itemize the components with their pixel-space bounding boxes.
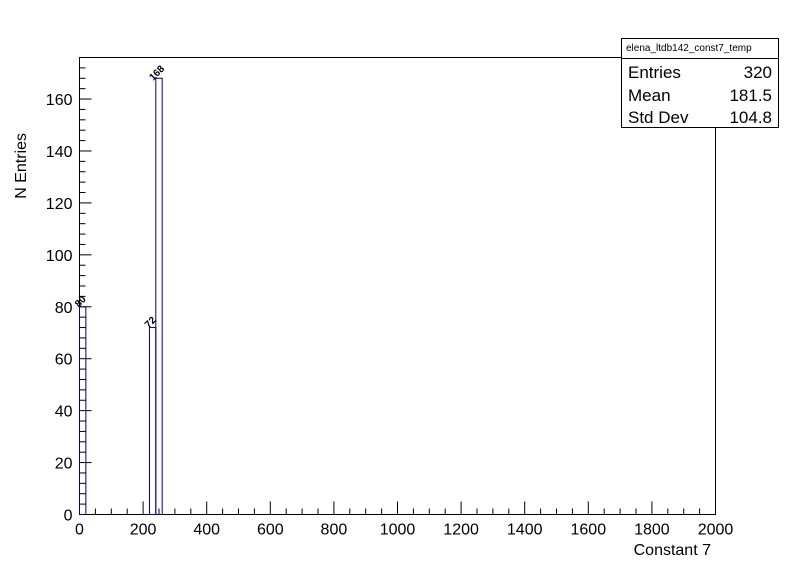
y-tick-label: 120 xyxy=(46,196,73,213)
histogram-bar xyxy=(79,306,87,516)
x-tick-label: 1400 xyxy=(507,522,543,539)
y-tick-label: 160 xyxy=(46,92,73,109)
stats-stddev-label: Std Dev xyxy=(628,108,689,127)
x-tick-label: 400 xyxy=(193,522,220,539)
stats-row-entries: Entries 320 xyxy=(628,61,772,84)
stats-row-mean: Mean 181.5 xyxy=(628,84,772,107)
x-tick-label: 2000 xyxy=(698,522,734,539)
stats-mean-value: 181.5 xyxy=(729,86,772,105)
stats-entries-value: 320 xyxy=(743,63,772,82)
x-tick-label: 800 xyxy=(321,522,348,539)
stats-title: elena_ltdb142_const7_temp xyxy=(622,39,778,59)
x-tick-label: 1800 xyxy=(634,522,670,539)
bar-value-label: 168 xyxy=(147,63,167,83)
y-tick-label: 0 xyxy=(64,508,73,525)
y-tick-label: 20 xyxy=(55,456,73,473)
y-tick-label: 40 xyxy=(55,404,73,421)
y-axis-ticks: 0 20 40 60 80 100 120 140 160 xyxy=(46,57,92,525)
stats-box: elena_ltdb142_const7_temp Entries 320 Me… xyxy=(621,38,779,128)
bar-value-label: 80 xyxy=(73,294,89,310)
x-axis-title: Constant 7 xyxy=(634,542,711,559)
histogram-bar xyxy=(148,327,157,515)
x-tick-label: 0 xyxy=(75,522,84,539)
x-tick-label: 200 xyxy=(130,522,157,539)
stats-mean-label: Mean xyxy=(628,86,671,105)
y-tick-label: 100 xyxy=(46,248,73,265)
stats-stddev-value: 104.8 xyxy=(729,108,772,127)
x-tick-label: 1000 xyxy=(380,522,416,539)
stats-row-stddev: Std Dev 104.8 xyxy=(628,106,772,129)
y-tick-label: 60 xyxy=(55,352,73,369)
x-tick-label: 1600 xyxy=(571,522,607,539)
y-tick-label: 80 xyxy=(55,300,73,317)
stats-entries-label: Entries xyxy=(628,63,681,82)
y-tick-label: 140 xyxy=(46,144,73,161)
x-tick-label: 600 xyxy=(257,522,284,539)
histogram-bar xyxy=(155,77,163,515)
x-axis-ticks: 0 200 400 600 800 1000 1200 1400 1600 1800 2000 xyxy=(75,501,734,539)
bar-value-label: 72 xyxy=(143,315,159,331)
histogram-bars xyxy=(79,77,163,516)
x-tick-label: 1200 xyxy=(443,522,479,539)
bar-value-labels: 80 72 168 xyxy=(73,63,167,330)
y-axis-title: N Entries xyxy=(13,133,30,199)
